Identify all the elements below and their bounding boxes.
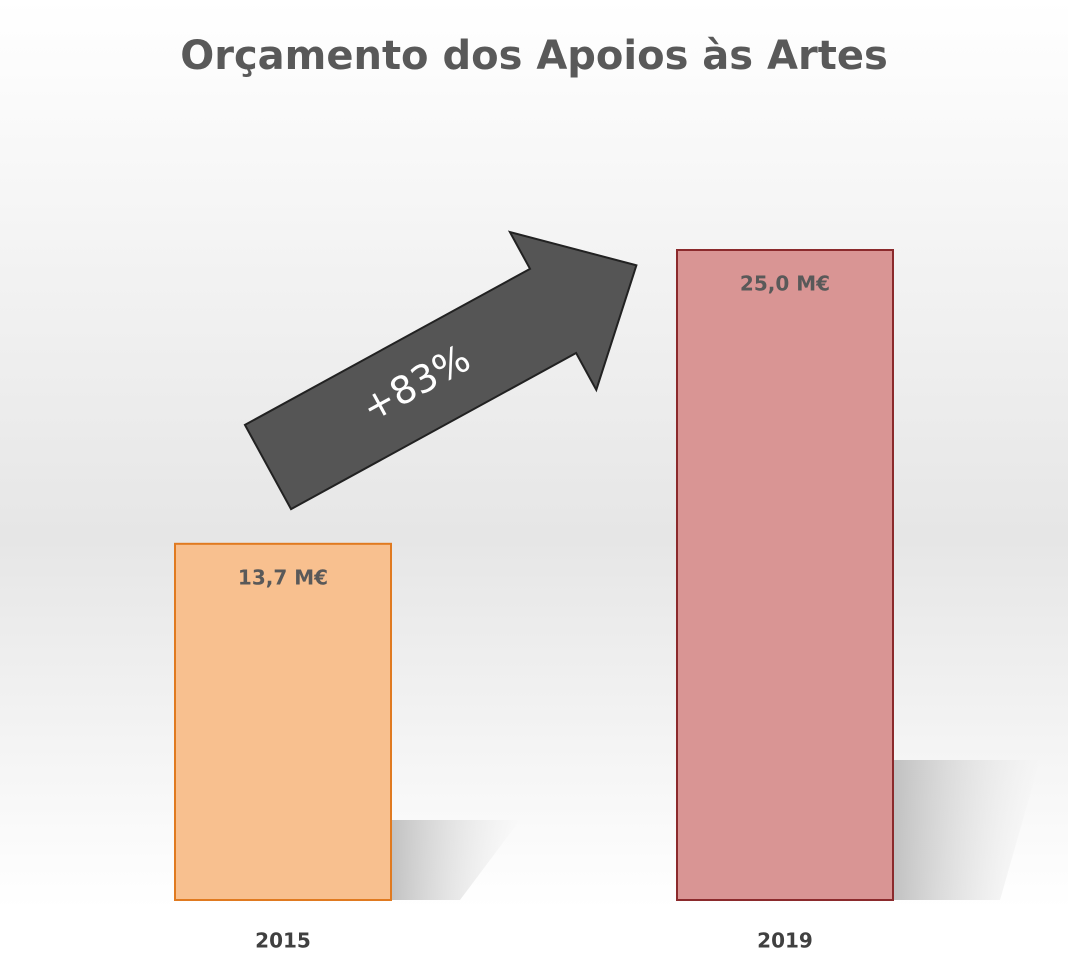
bar — [174, 542, 392, 901]
bar-shadow — [391, 820, 520, 900]
arrow-shape — [243, 230, 638, 511]
x-tick-label: 2015 — [255, 929, 311, 953]
bar-shadow — [894, 760, 1040, 900]
bar — [676, 249, 894, 901]
x-tick-label: 2019 — [757, 929, 813, 953]
data-label: 25,0 M€ — [740, 272, 830, 296]
growth-arrow: +83% — [243, 230, 638, 511]
data-label: 13,7 M€ — [238, 565, 328, 589]
chart-title: Orçamento dos Apoios às Artes — [180, 33, 888, 79]
